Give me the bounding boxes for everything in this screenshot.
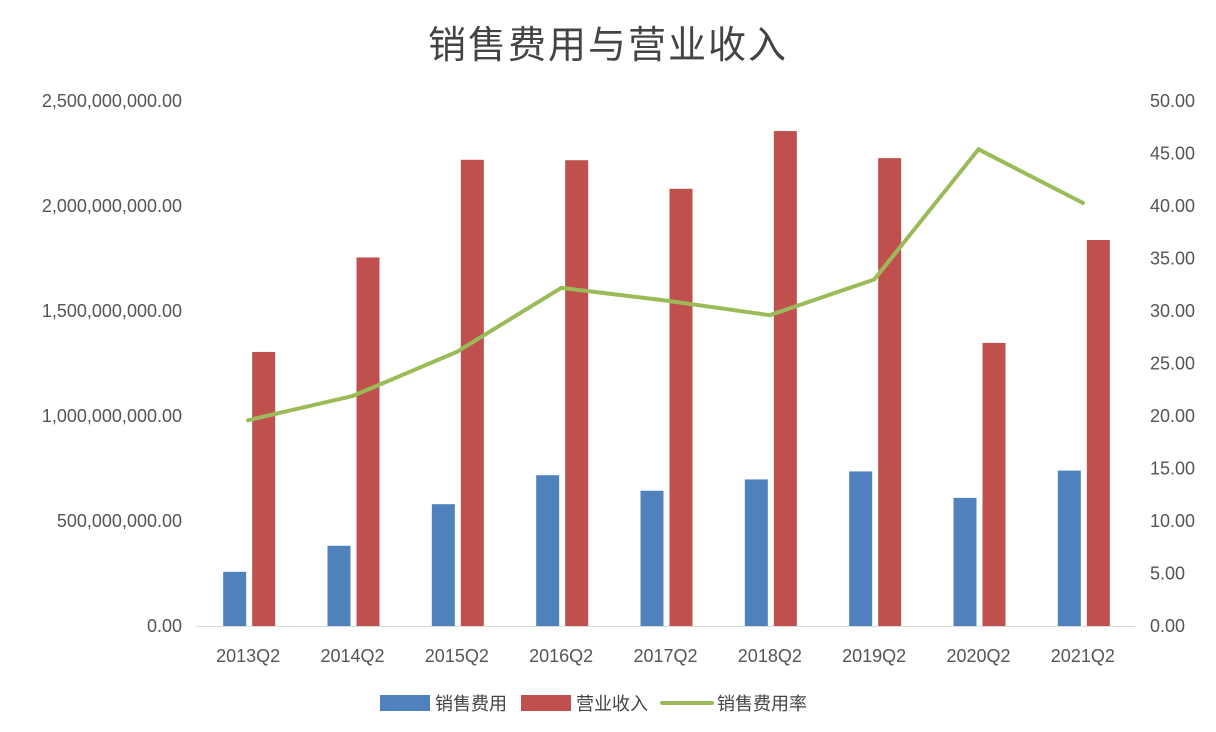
- y-right-tick-label: 15.00: [1150, 459, 1195, 479]
- y-right-tick-label: 0.00: [1150, 616, 1185, 636]
- y-right-tick-label: 30.00: [1150, 301, 1195, 321]
- line-point-2015Q2: [454, 349, 459, 354]
- x-tick-label: 2020Q2: [946, 646, 1010, 666]
- line-point-2014Q2: [350, 394, 355, 399]
- bar-2017Q2-销售费用: [640, 490, 664, 626]
- y-right-tick-label: 35.00: [1150, 249, 1195, 269]
- bar-2013Q2-销售费用: [223, 571, 247, 626]
- y-right-tick-label: 25.00: [1150, 354, 1195, 374]
- line-point-2019Q2: [872, 277, 877, 282]
- bar-2018Q2-营业收入: [773, 131, 797, 626]
- bar-2013Q2-营业收入: [252, 351, 276, 626]
- legend-swatch-销售费用: [380, 695, 430, 711]
- y-right-tick-label: 5.00: [1150, 564, 1185, 584]
- legend-label: 营业收入: [576, 694, 648, 715]
- bar-2019Q2-销售费用: [849, 471, 873, 626]
- bar-2020Q2-销售费用: [953, 497, 977, 626]
- bar-2016Q2-销售费用: [536, 475, 560, 626]
- bar-2017Q2-营业收入: [669, 188, 693, 626]
- x-tick-label: 2017Q2: [633, 646, 697, 666]
- line-point-2016Q2: [559, 285, 564, 290]
- y-right-tick-label: 20.00: [1150, 406, 1195, 426]
- y-left-tick-label: 1,000,000,000.00: [42, 406, 182, 426]
- bar-2021Q2-销售费用: [1057, 470, 1081, 626]
- bar-2018Q2-销售费用: [744, 479, 768, 626]
- bar-2019Q2-营业收入: [878, 158, 902, 626]
- bar-2014Q2-销售费用: [327, 545, 351, 626]
- y-right-tick-label: 40.00: [1150, 196, 1195, 216]
- legend-label: 销售费用: [435, 694, 507, 715]
- y-right-tick-label: 50.00: [1150, 91, 1195, 111]
- bar-2015Q2-销售费用: [431, 504, 455, 626]
- x-tick-label: 2015Q2: [425, 646, 489, 666]
- x-tick-label: 2016Q2: [529, 646, 593, 666]
- y-left-tick-label: 2,000,000,000.00: [42, 196, 182, 216]
- x-tick-label: 2014Q2: [320, 646, 384, 666]
- x-tick-label: 2013Q2: [216, 646, 280, 666]
- y-left-tick-label: 500,000,000.00: [57, 511, 182, 531]
- bar-2014Q2-营业收入: [356, 257, 380, 626]
- x-tick-label: 2018Q2: [738, 646, 802, 666]
- chart-title: 销售费用与营业收入: [427, 23, 788, 67]
- y-left-tick-label: 1,500,000,000.00: [42, 301, 182, 321]
- y-left-tick-label: 0.00: [147, 616, 182, 636]
- bar-2016Q2-营业收入: [565, 160, 589, 626]
- line-point-2018Q2: [767, 313, 772, 318]
- bar-2021Q2-营业收入: [1086, 240, 1110, 626]
- x-tick-label: 2019Q2: [842, 646, 906, 666]
- legend-swatch-营业收入: [521, 695, 571, 711]
- legend-label: 销售费用率: [717, 694, 807, 715]
- line-point-2020Q2: [976, 147, 981, 152]
- y-left-tick-label: 2,500,000,000.00: [42, 91, 182, 111]
- bar-2015Q2-营业收入: [460, 159, 484, 627]
- y-right-tick-label: 45.00: [1150, 144, 1195, 164]
- y-right-tick-label: 10.00: [1150, 511, 1195, 531]
- line-point-2013Q2: [246, 418, 251, 423]
- bar-2020Q2-营业收入: [982, 342, 1006, 626]
- line-point-2017Q2: [663, 298, 668, 303]
- line-point-2021Q2: [1080, 200, 1085, 205]
- x-tick-label: 2021Q2: [1051, 646, 1115, 666]
